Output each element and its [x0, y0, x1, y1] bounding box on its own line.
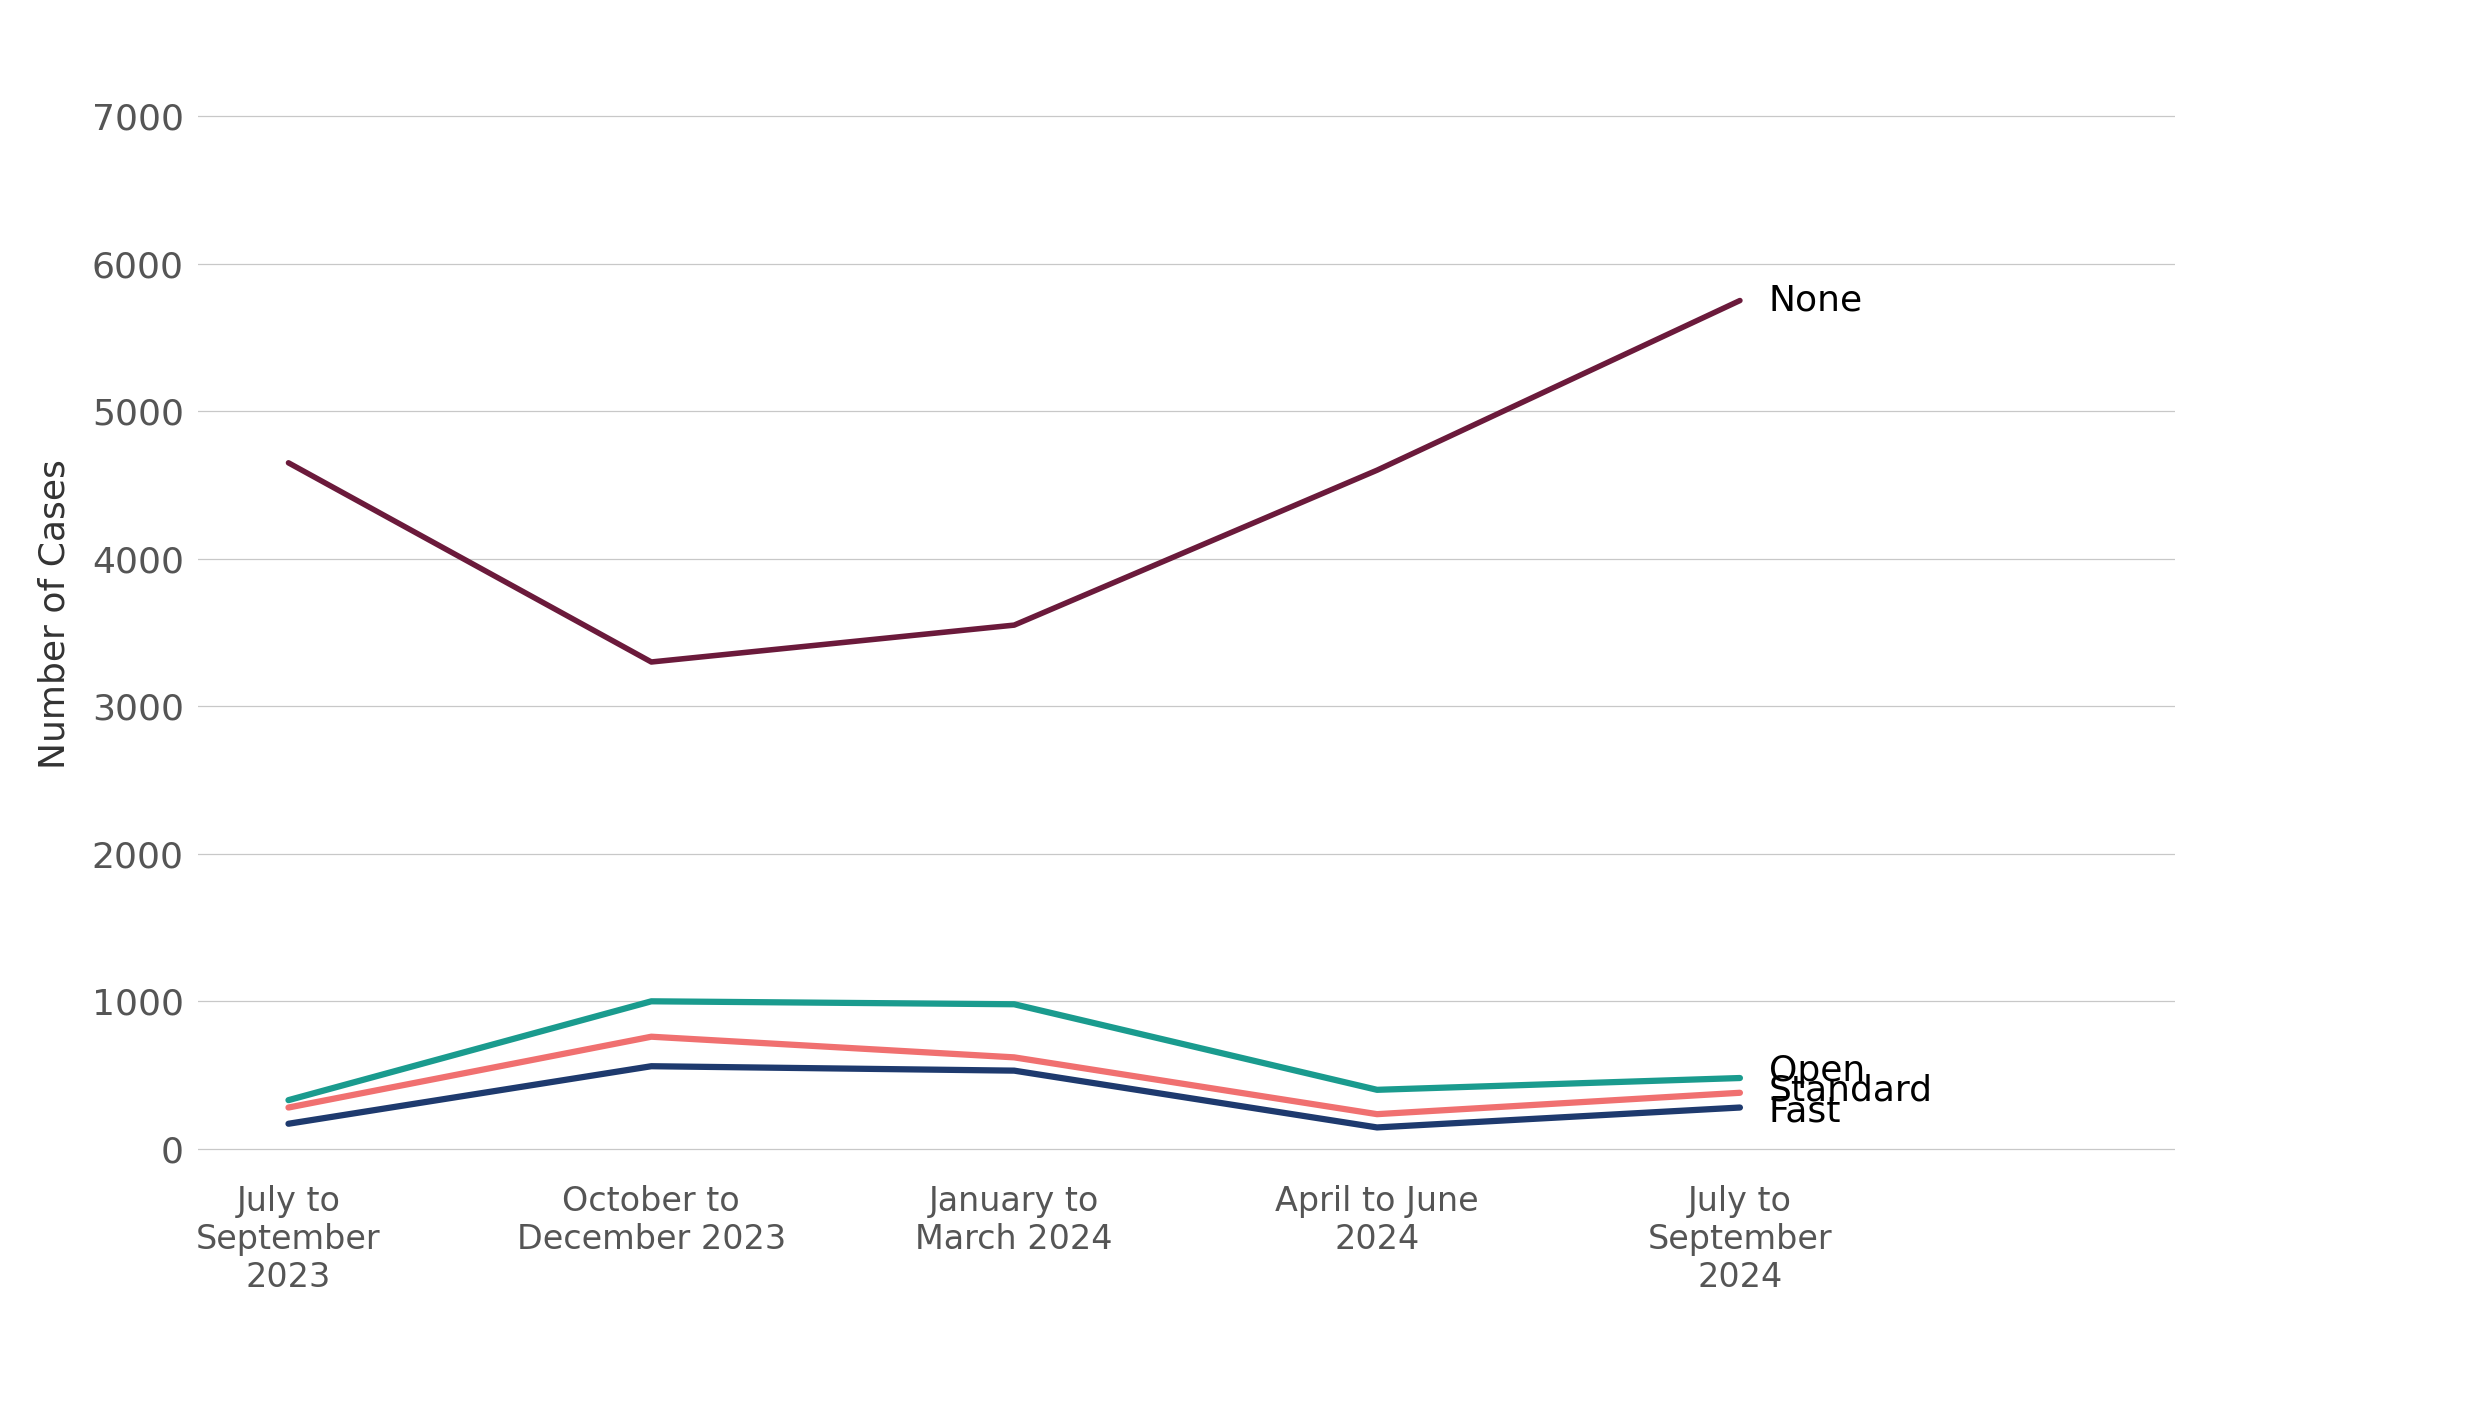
Y-axis label: Number of Cases: Number of Cases — [37, 460, 72, 768]
Text: None: None — [1770, 284, 1864, 317]
Text: Fast: Fast — [1770, 1094, 1842, 1128]
Text: Standard: Standard — [1770, 1074, 1933, 1108]
Text: Open: Open — [1770, 1054, 1866, 1088]
